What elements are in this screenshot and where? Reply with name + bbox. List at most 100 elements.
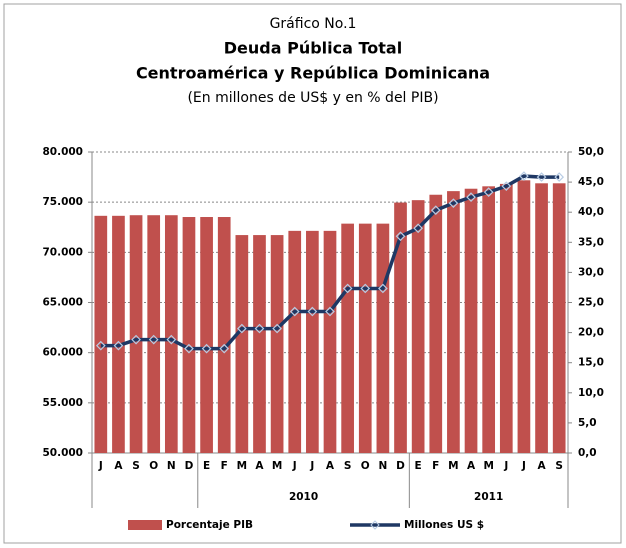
bar (535, 183, 548, 453)
bar (306, 230, 319, 453)
x-tick-label: J (309, 460, 314, 472)
line-marker (554, 172, 565, 182)
bar (147, 215, 161, 453)
x-tick-label: J (98, 460, 103, 472)
line-marker (148, 334, 159, 345)
x-tick-label: E (415, 460, 422, 472)
bar (182, 217, 196, 453)
line-marker (501, 181, 512, 191)
legend-label: Millones US $ (404, 519, 484, 531)
x-tick-label: A (467, 460, 476, 472)
bar (358, 223, 372, 453)
chart-subtitle: Deuda Pública Total (224, 39, 402, 58)
legend-swatch (128, 520, 162, 530)
x-tick-label: S (132, 460, 140, 472)
y2-tick-label: 10,0 (578, 387, 604, 399)
line-marker (536, 172, 547, 182)
x-tick-label: E (203, 460, 210, 472)
line-marker (237, 323, 247, 334)
line-marker (289, 306, 300, 317)
x-tick-label: A (537, 460, 546, 472)
bar (288, 230, 302, 453)
x-tick-label: F (432, 460, 439, 472)
bar (235, 235, 249, 453)
x-tick-label: M (272, 460, 282, 472)
x-tick-label: S (344, 460, 352, 472)
bar (129, 215, 143, 453)
x-tick-label: S (555, 460, 563, 472)
x-tick-label: F (221, 460, 228, 472)
line-marker (413, 223, 423, 234)
line-marker (395, 231, 406, 242)
line (100, 174, 560, 351)
y2-tick-label: 0,0 (578, 447, 597, 459)
bar (253, 235, 266, 453)
y-tick-label: 55.000 (42, 397, 83, 409)
bar (323, 230, 337, 453)
line-marker (131, 334, 141, 345)
y-tick-label: 65.000 (42, 297, 83, 309)
line-marker (325, 306, 335, 317)
bar (482, 186, 496, 453)
line-marker (254, 323, 265, 334)
bar (464, 188, 478, 454)
y2-tick-label: 45,0 (578, 176, 604, 188)
y-tick-label: 50.000 (42, 447, 83, 459)
line-marker (184, 343, 194, 354)
bar (112, 215, 125, 453)
x-group-label: 2010 (289, 491, 318, 503)
x-tick-label: A (255, 460, 264, 472)
bar (429, 194, 443, 453)
x-tick-label: O (361, 460, 370, 472)
line-marker (307, 306, 318, 317)
line-marker (219, 343, 230, 354)
bar (270, 235, 284, 453)
x-tick-label: J (521, 460, 526, 472)
x-tick-label: M (448, 460, 458, 472)
bar (94, 215, 108, 453)
line-marker (342, 283, 353, 294)
line-marker (272, 323, 282, 334)
x-tick-label: N (167, 460, 176, 472)
bar (447, 191, 460, 453)
bar (341, 223, 354, 453)
bar (411, 200, 425, 453)
line-marker (430, 205, 441, 216)
bar (552, 183, 566, 453)
line-marker (360, 283, 371, 294)
x-tick-label: D (396, 460, 405, 472)
x-tick-label: M (483, 460, 493, 472)
line-marker (113, 340, 124, 351)
legend-label: Porcentaje PIB (166, 519, 253, 531)
y-tick-label: 70.000 (42, 246, 83, 258)
line-marker (378, 283, 388, 294)
x-tick-label: J (292, 460, 297, 472)
x-tick-label: M (237, 460, 247, 472)
y-tick-label: 80.000 (42, 146, 83, 158)
bar (394, 202, 407, 453)
y2-tick-label: 25,0 (578, 297, 604, 309)
x-tick-label: O (149, 460, 158, 472)
line-marker (466, 192, 476, 202)
chart-note: (En millones de US$ y en % del PIB) (187, 90, 438, 106)
y2-tick-label: 30,0 (578, 266, 604, 278)
chart-title: Gráfico No.1 (270, 16, 357, 32)
chart-subtitle: Centroamérica y República Dominicana (136, 64, 490, 83)
line-marker (519, 171, 529, 181)
legend-marker (370, 520, 380, 530)
bar (217, 217, 231, 453)
line-marker (483, 187, 494, 197)
x-tick-label: A (114, 460, 123, 472)
bar (376, 223, 390, 453)
x-tick-label: D (185, 460, 194, 472)
x-tick-label: J (503, 460, 508, 472)
y-tick-label: 60.000 (42, 347, 83, 359)
y2-tick-label: 35,0 (578, 236, 604, 248)
line-marker (201, 343, 212, 354)
line-marker (448, 198, 459, 209)
line-marker (95, 340, 106, 351)
y2-tick-label: 5,0 (578, 417, 597, 429)
y2-tick-label: 50,0 (578, 146, 604, 158)
